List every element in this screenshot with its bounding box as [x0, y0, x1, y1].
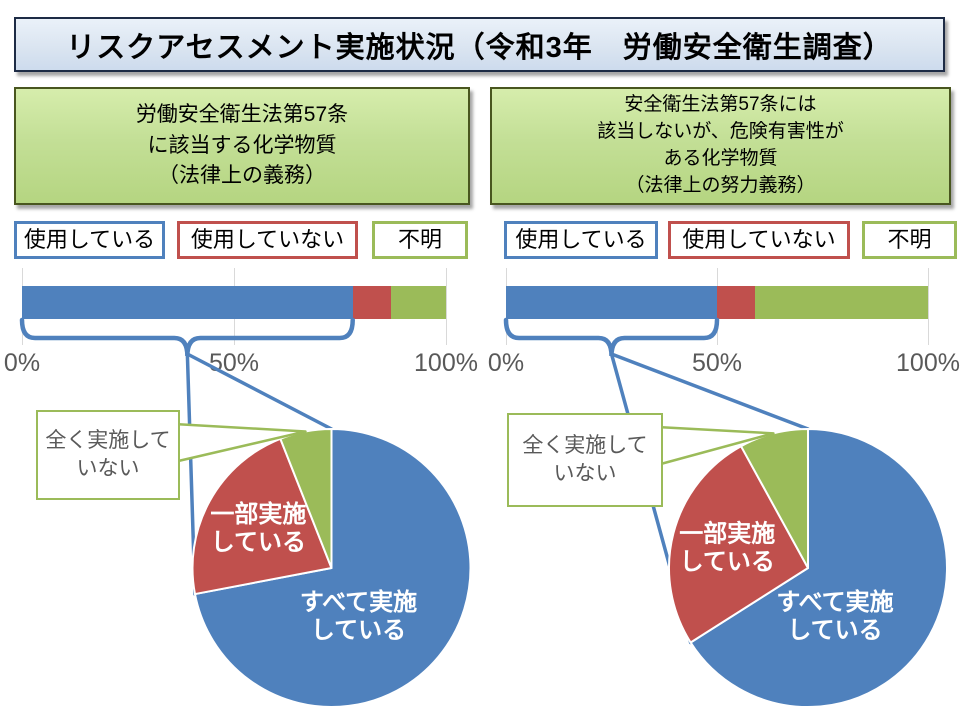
callout-pointer [172, 422, 307, 464]
pie-slice-1 [689, 428, 948, 708]
legend-not-using-right: 使用していない [668, 221, 850, 259]
brace [19, 317, 355, 357]
pie-slice-2 [668, 445, 809, 644]
law-box-non-article57: 安全衛生法第57条には 該当しないが、危険有害性が ある化学物質 （法律上の努力… [490, 87, 951, 205]
callout-pointer [655, 425, 775, 467]
bar-segment-3 [390, 286, 446, 319]
axis-tick-right-0: 0% [487, 349, 525, 377]
legend-not-using-left: 使用していない [177, 221, 358, 259]
page-title: リスクアセスメント実施状況（令和3年 労働安全衛生調査） [14, 17, 945, 72]
pie-slice-2 [191, 437, 333, 596]
legend-using-right: 使用している [504, 221, 658, 259]
pie-label-all-implemented: すべて実施している [776, 588, 893, 644]
law-box-article57: 労働安全衛生法第57条 に該当する化学物質 （法律上の義務） [14, 87, 470, 205]
axis-tick-left-50: 50% [208, 349, 260, 377]
pie-slice-3 [279, 428, 333, 569]
axis-tick-right-100: 100% [896, 349, 960, 377]
axis-gridline [446, 268, 447, 345]
axis-tick-right-50: 50% [691, 349, 743, 377]
bar-segment-1 [506, 286, 717, 319]
pie-label-partially-implemented: 一部実施している [679, 519, 775, 575]
callout-none-implemented-left: 全く実施して いない [36, 410, 180, 500]
pie-slice-3 [740, 428, 809, 569]
bar-segment-2 [717, 286, 755, 319]
pie-label-all-implemented: すべて実施している [300, 588, 417, 644]
axis-tick-left-100: 100% [414, 349, 478, 377]
axis-tick-left-0: 0% [3, 349, 41, 377]
callout-none-implemented-right: 全く実施して いない [507, 413, 663, 507]
legend-unknown-left: 不明 [372, 221, 468, 259]
stacked-bar-right [506, 286, 928, 319]
legend-unknown-right: 不明 [862, 221, 957, 259]
pie-slice-1 [193, 428, 472, 708]
legend-using-left: 使用している [14, 221, 165, 259]
connector-line [185, 352, 197, 596]
bar-segment-2 [352, 286, 391, 319]
pie-label-partially-implemented: 一部実施している [210, 500, 306, 556]
bar-segment-1 [22, 286, 353, 319]
stacked-bar-left [22, 286, 446, 319]
bar-segment-3 [754, 286, 928, 319]
axis-gridline [928, 268, 929, 345]
